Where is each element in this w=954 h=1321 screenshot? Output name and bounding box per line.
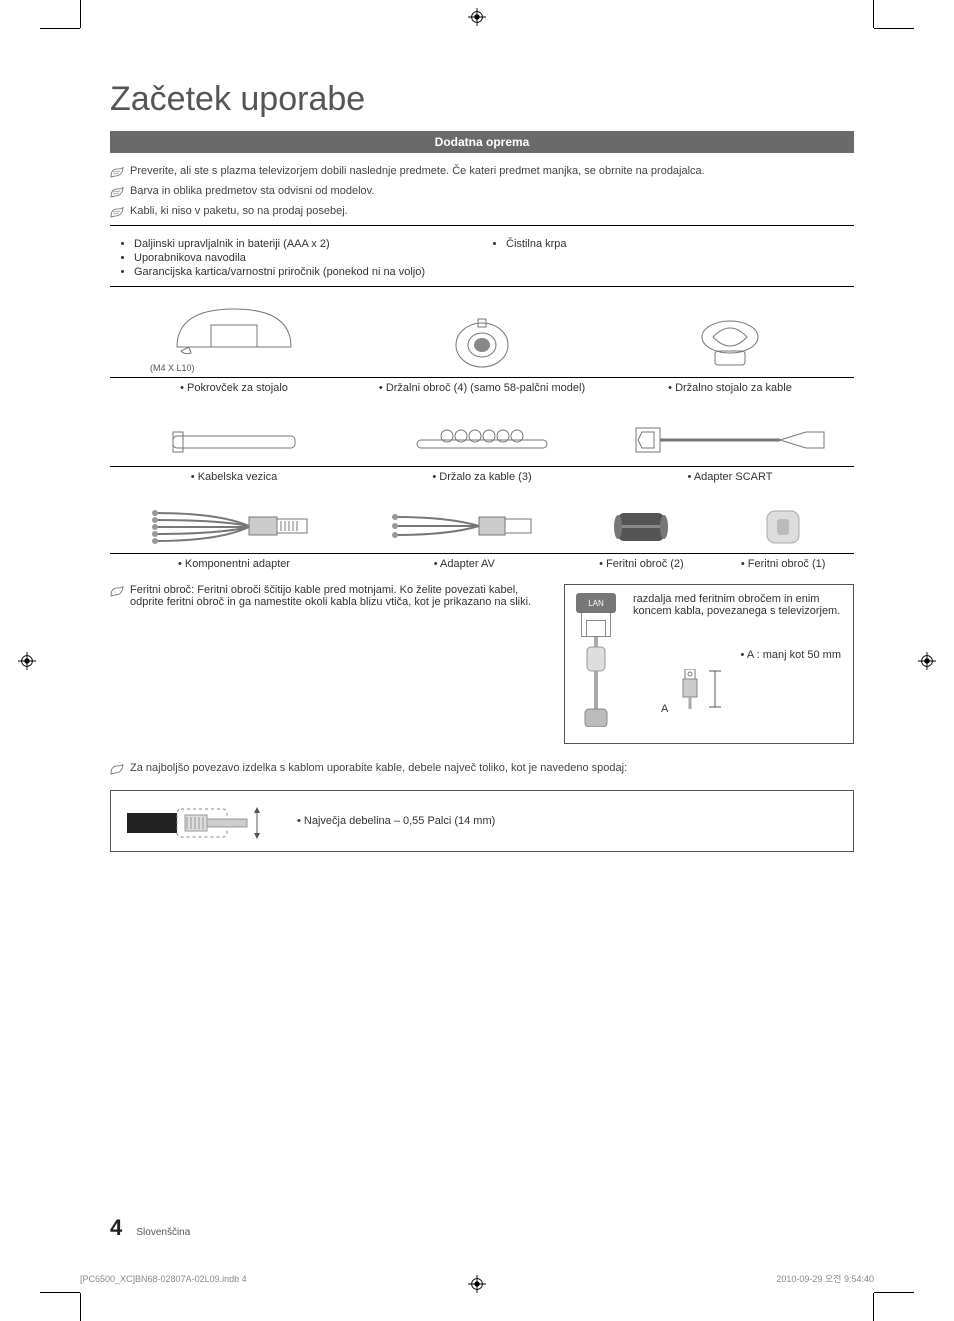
note-icon: [110, 166, 124, 181]
caption-row: • Kabelska vezica • Držalo za kable (3) …: [110, 466, 854, 483]
crop-mark: [40, 1292, 80, 1293]
divider: [110, 286, 854, 287]
note-line: Preverite, ali ste s plazma televizorjem…: [110, 165, 854, 181]
divider: [110, 225, 854, 226]
footer-left: [PC6500_XC]BN68-02807A-02L09.indb 4: [80, 1274, 247, 1284]
note-line: Za najboljšo povezavo izdelka s kablom u…: [110, 762, 854, 778]
page-title: Začetek uporabe: [110, 80, 854, 119]
holder-ring-icon: [442, 313, 522, 373]
section-header: Dodatna oprema: [110, 131, 854, 153]
crop-mark: [873, 0, 874, 28]
caption: Držalni obroč (4) (samo 58-palčni model): [386, 382, 585, 394]
note-text: Kabli, ki niso v paketu, so na prodaj po…: [130, 205, 348, 217]
list-item: Garancijska kartica/varnostni priročnik …: [134, 266, 482, 278]
crop-mark: [874, 28, 914, 29]
note-icon: [110, 763, 124, 778]
caption-row: • Pokrovček za stojalo • Držalni obroč (…: [110, 377, 854, 394]
footer-right: 2010-09-29 오전 9:54:40: [776, 1272, 874, 1285]
a-marker: A: [661, 703, 668, 715]
list-item: Čistilna krpa: [506, 238, 854, 250]
caption: Adapter SCART: [694, 471, 773, 483]
cable-holder-icon: [407, 422, 557, 462]
note-text: Preverite, ali ste s plazma televizorjem…: [130, 165, 705, 177]
registration-mark-icon: [918, 652, 936, 670]
note-line: Barva in oblika predmetov sta odvisni od…: [110, 185, 854, 201]
caption: Držalo za kable (3): [439, 471, 531, 483]
a-bracket-icon: [709, 669, 721, 709]
component-adapter-icon: [149, 503, 319, 549]
registration-mark-icon: [468, 8, 486, 26]
list-item: Uporabnikova navodila: [134, 252, 482, 264]
caption: Kabelska vezica: [198, 471, 278, 483]
a-bullet-text: • A : manj kot 50 mm: [741, 649, 841, 661]
page-number-value: 4: [110, 1215, 122, 1240]
ferrite-figure: LAN razdalja med feritnim obročem in eni…: [564, 584, 854, 744]
scart-adapter-icon: [630, 418, 830, 462]
cable-jack-icon: [127, 801, 267, 841]
page-content: Začetek uporabe Dodatna oprema Preverite…: [110, 80, 854, 1241]
cable-tie-icon: [159, 422, 309, 462]
max-thickness-box: • Največja debelina – 0,55 Palci (14 mm): [110, 790, 854, 852]
ferrite-core-small-icon: [755, 503, 811, 549]
thickness-value: Največja debelina – 0,55 Palci (14 mm): [304, 815, 495, 827]
note-icon: [110, 206, 124, 221]
lan-port-icon: LAN: [573, 593, 619, 735]
a-bullet-value: A : manj kot 50 mm: [747, 649, 841, 661]
page-number: 4 Slovenščina: [110, 1215, 190, 1241]
note-text: Barva in oblika predmetov sta odvisni od…: [130, 185, 374, 197]
thickness-bullet: • Največja debelina – 0,55 Palci (14 mm): [297, 815, 495, 827]
caption: Feritni obroč (2): [606, 558, 684, 570]
accessory-row: [110, 503, 854, 549]
list-item: Daljinski upravljalnik in bateriji (AAA …: [134, 238, 482, 250]
caption: Pokrovček za stojalo: [187, 382, 288, 394]
caption: Komponentni adapter: [185, 558, 290, 570]
screw-label: (M4 X L10): [150, 363, 195, 373]
cable-stand-icon: [685, 313, 775, 373]
crop-mark: [80, 0, 81, 28]
caption: Feritni obroč (1): [748, 558, 826, 570]
page-language: Slovenščina: [136, 1227, 190, 1238]
crop-mark: [80, 1293, 81, 1321]
note-line: Kabli, ki niso v paketu, so na prodaj po…: [110, 205, 854, 221]
crop-mark: [874, 1292, 914, 1293]
registration-mark-icon: [18, 652, 36, 670]
lan-label: LAN: [576, 593, 616, 613]
ferrite-fig-text: razdalja med feritnim obročem in enim ko…: [633, 593, 845, 617]
thickness-note-text: Za najboljšo povezavo izdelka s kablom u…: [130, 762, 627, 774]
note-icon: [110, 186, 124, 201]
ferrite-note-text: Feritni obroč: Feritni obroči ščitijo ka…: [130, 584, 554, 744]
crop-mark: [873, 1293, 874, 1321]
crop-mark: [40, 28, 80, 29]
included-items-list: Daljinski upravljalnik in bateriji (AAA …: [110, 236, 854, 280]
ferrite-note-block: Feritni obroč: Feritni obroči ščitijo ka…: [110, 584, 854, 744]
caption: Držalno stojalo za kable: [675, 382, 792, 394]
caption-row: • Komponentni adapter • Adapter AV • Fer…: [110, 553, 854, 570]
accessory-row: (M4 X L10): [110, 297, 854, 373]
av-adapter-icon: [389, 503, 539, 549]
print-footer: [PC6500_XC]BN68-02807A-02L09.indb 4 2010…: [80, 1272, 874, 1285]
note-icon: [110, 585, 124, 744]
ferrite-core-icon: [606, 503, 676, 549]
stand-cover-icon: [159, 297, 309, 363]
caption: Adapter AV: [440, 558, 495, 570]
accessory-row: [110, 418, 854, 462]
cable-end-icon: [673, 669, 707, 709]
